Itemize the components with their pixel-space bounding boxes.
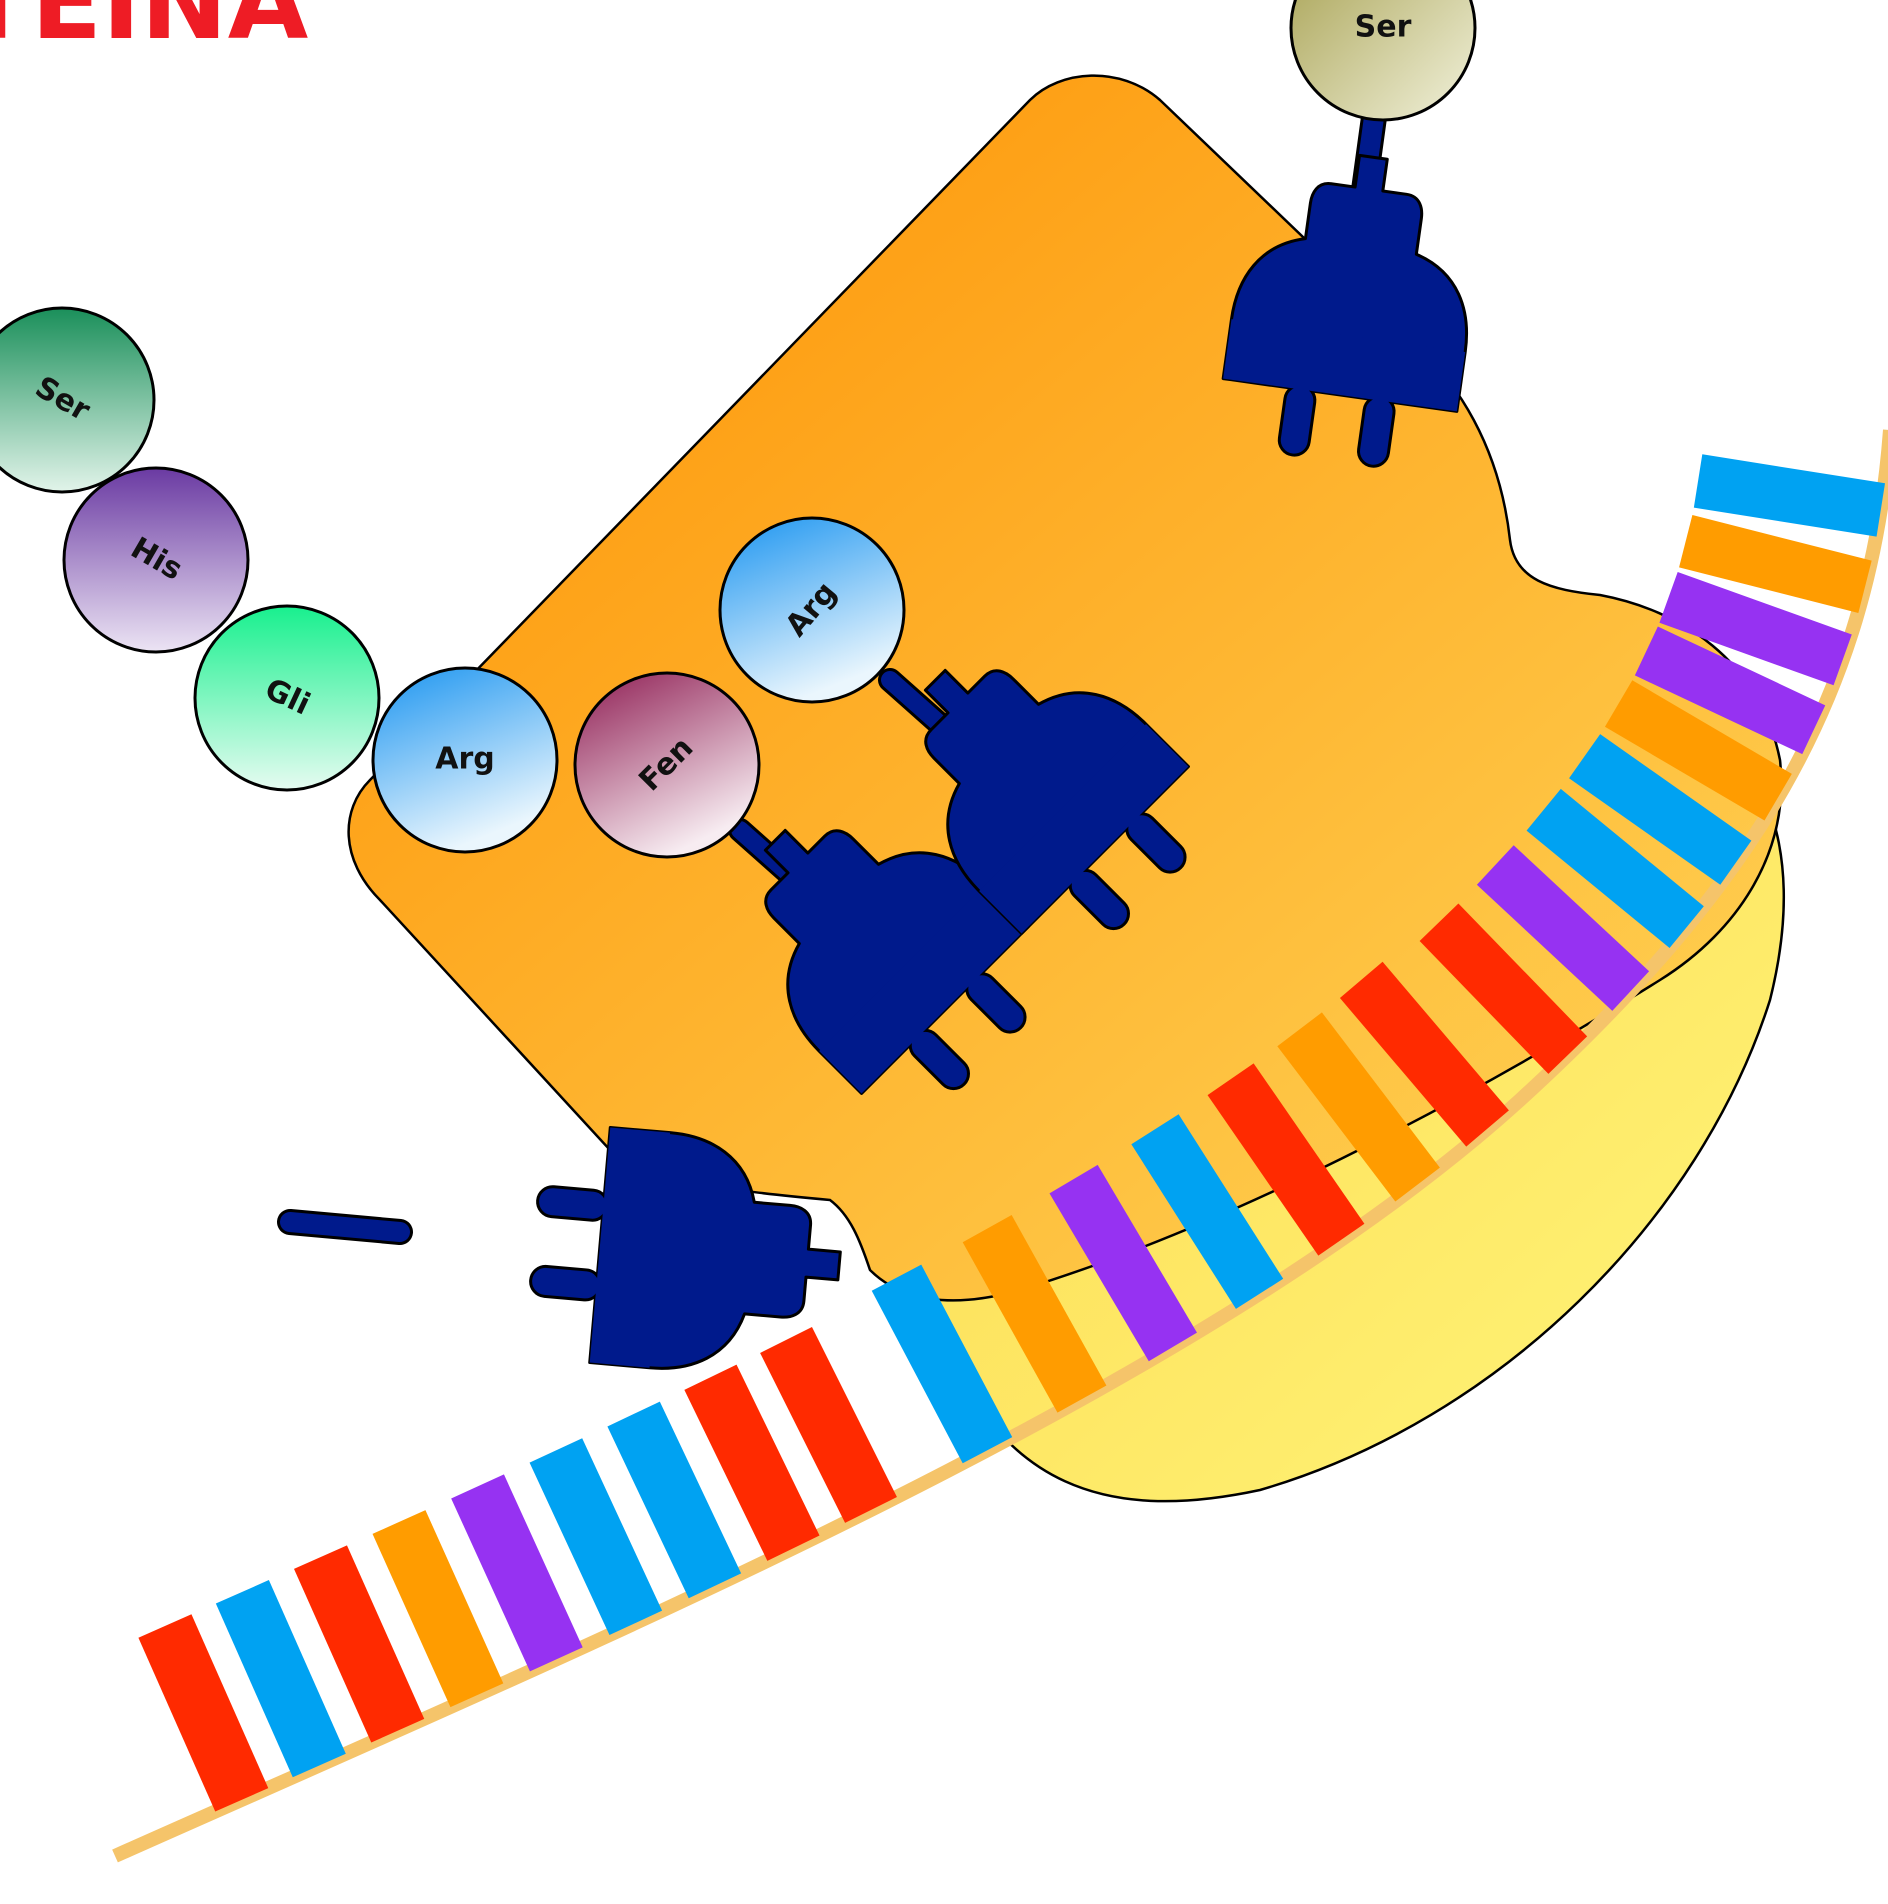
upper-codon-orange — [1679, 515, 1872, 613]
trna-arg: Arg — [718, 516, 1237, 982]
trna-ser-incoming: Ser — [1212, 0, 1492, 479]
title-fragment: TEINA — [0, 0, 308, 63]
lower-codon-blue — [607, 1401, 742, 1599]
lower-codon-red — [684, 1364, 820, 1561]
upper-codon-orange — [1604, 680, 1792, 821]
lower-codon-blue — [529, 1438, 663, 1636]
amino-acid-chain: Ser His Gli Arg — [0, 306, 559, 854]
upper-codon-purple — [1476, 845, 1650, 1011]
upper-codon-purple — [1659, 571, 1852, 686]
trna-fen: Fen — [573, 671, 1077, 1142]
upper-codon-blue — [1693, 454, 1886, 537]
upper-codon-purple — [1049, 1164, 1197, 1362]
upper-codon-red — [1419, 903, 1588, 1074]
svg-text:Arg: Arg — [435, 742, 495, 777]
upper-codon-orange — [962, 1215, 1107, 1413]
amino-acid-his: His — [62, 466, 250, 654]
lower-codon-red — [138, 1614, 269, 1812]
upper-codon-blue — [1569, 734, 1752, 885]
lower-codon-blue — [215, 1580, 346, 1778]
lower-codon-red — [760, 1327, 897, 1523]
amino-acid-gli: Gli — [193, 604, 381, 792]
svg-text:Ser: Ser — [1355, 10, 1412, 45]
upper-codon-blue — [871, 1264, 1013, 1464]
upper-codon-orange — [1277, 1012, 1440, 1202]
upper-codon-red — [1207, 1063, 1365, 1256]
lower-codon-orange — [372, 1510, 504, 1708]
amino-acid-ser: Ser — [0, 306, 156, 494]
lower-codon-red — [293, 1545, 425, 1743]
upper-codon-red — [1339, 961, 1509, 1147]
lower-codon-purple — [451, 1474, 583, 1672]
amino-acid-arg-chain: Arg — [371, 666, 559, 854]
upper-codon-blue — [1131, 1114, 1284, 1309]
trna-released — [277, 1120, 851, 1385]
upper-codon-blue — [1526, 788, 1704, 949]
upper-codon-purple — [1634, 626, 1826, 755]
mrna-strand — [138, 454, 1886, 1812]
